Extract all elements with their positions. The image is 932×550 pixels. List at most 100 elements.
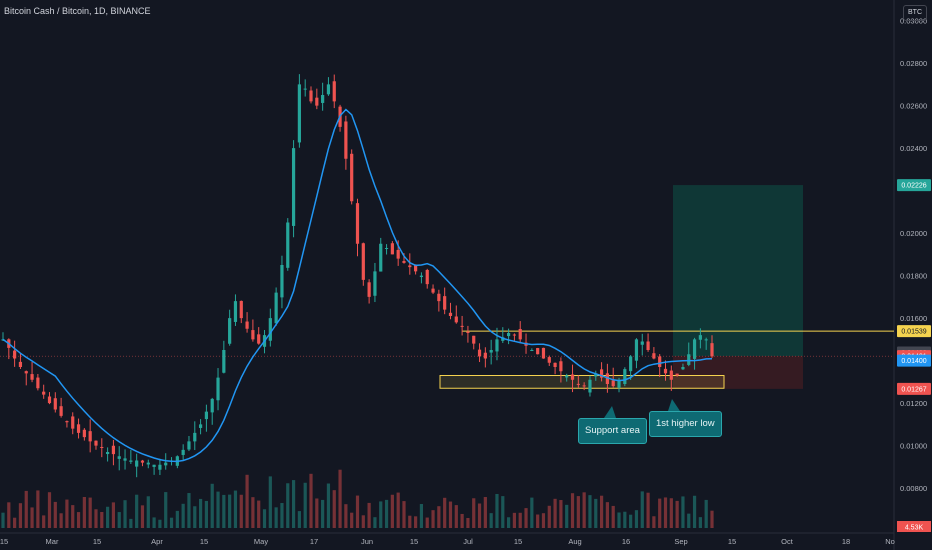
- volume-bar: [315, 498, 319, 528]
- candle-body: [466, 331, 470, 333]
- candle-body: [663, 368, 668, 374]
- candle-body: [344, 121, 348, 159]
- volume-bar: [454, 505, 458, 528]
- volume-bar: [338, 469, 342, 528]
- candle-body: [42, 391, 46, 395]
- candle-body: [123, 458, 127, 461]
- candle-body: [617, 379, 621, 388]
- candle-body: [204, 411, 209, 420]
- volume-bar: [274, 507, 278, 528]
- candle-body: [59, 406, 63, 416]
- volume-bar: [559, 500, 563, 528]
- candle-body: [88, 431, 92, 442]
- volume-bar: [13, 517, 17, 528]
- candle-body: [245, 321, 249, 329]
- candle-body: [117, 456, 121, 459]
- volume-bar: [623, 511, 627, 528]
- volume-bar: [384, 499, 389, 528]
- candle-body: [140, 460, 145, 463]
- volume-bar: [530, 497, 534, 528]
- volume-bar: [344, 504, 348, 528]
- volume-bars: [1, 469, 714, 528]
- candle-body: [710, 343, 714, 357]
- candle-body: [402, 261, 406, 263]
- candle-body: [443, 296, 447, 310]
- volume-bar: [390, 494, 394, 528]
- chart-title: Bitcoin Cash / Bitcoin, 1D, BINANCE: [4, 6, 151, 16]
- candle-body: [512, 334, 517, 336]
- price-tag: [897, 354, 931, 367]
- volume-bar: [181, 503, 185, 528]
- volume-bar: [257, 500, 261, 528]
- volume-tag: [897, 521, 931, 532]
- volume-bar: [466, 517, 470, 528]
- candle-body: [576, 383, 580, 385]
- candle-body: [216, 377, 220, 401]
- candle-body: [30, 374, 34, 380]
- candle-body: [431, 288, 435, 293]
- x-tick-label: 15: [514, 537, 522, 546]
- price-tag-label: 0.02226: [901, 183, 926, 190]
- volume-bar: [553, 498, 557, 528]
- volume-bar: [640, 491, 644, 528]
- volume-bar: [1, 512, 5, 528]
- volume-bar: [297, 511, 301, 528]
- volume-bar: [379, 501, 383, 528]
- volume-bar: [210, 483, 214, 528]
- time-axis: 15 Mar 15 Apr 15 May 17 Jun 15 Jul 15 Aug 16 Sep 15 Oct…: [0, 537, 895, 546]
- candle-body: [129, 460, 133, 462]
- candle-body: [65, 421, 69, 423]
- volume-bar: [611, 505, 615, 528]
- candle-body: [350, 153, 354, 202]
- candle-body: [158, 464, 162, 470]
- volume-bar: [629, 514, 633, 528]
- volume-bar: [7, 502, 11, 528]
- y-tick-label: 0.03000: [900, 17, 927, 26]
- moving-average-line: [2, 108, 713, 463]
- x-tick-label: Apr: [151, 537, 163, 546]
- volume-bar: [30, 507, 34, 528]
- price-axis: 0.03000 0.02800 0.02600 0.02400 0.02000 0.018…: [900, 17, 927, 494]
- volume-bar: [332, 490, 336, 528]
- candle-body: [460, 325, 464, 327]
- volume-bar: [135, 494, 139, 528]
- volume-bar: [158, 519, 162, 528]
- candle-body: [228, 318, 232, 344]
- candle-body: [82, 429, 86, 438]
- volume-bar: [291, 480, 296, 528]
- volume-bar: [71, 505, 75, 528]
- candle-body: [559, 361, 563, 372]
- price-tag-label: 0.01400: [901, 358, 926, 365]
- candle-body: [36, 377, 40, 389]
- candle-body: [396, 249, 400, 259]
- candle-body: [286, 222, 290, 268]
- volume-bar: [123, 500, 127, 528]
- volume-bar: [477, 503, 482, 528]
- candle-body: [408, 265, 412, 268]
- currency-badge[interactable]: BTC: [903, 5, 927, 21]
- candle-body: [332, 81, 336, 102]
- volume-bar: [233, 490, 238, 528]
- candle-body: [640, 341, 644, 345]
- volume-bar: [512, 512, 517, 528]
- candle-body: [489, 350, 493, 353]
- candle-body: [361, 243, 365, 280]
- x-tick-label: 17: [310, 537, 318, 546]
- volume-bar: [687, 513, 691, 528]
- volume-bar: [42, 515, 46, 528]
- candle-body: [111, 445, 116, 455]
- candle-body: [414, 264, 418, 272]
- volume-bar: [576, 496, 580, 528]
- candle-body: [53, 398, 57, 410]
- candle-body: [594, 373, 598, 377]
- volume-bar: [245, 474, 249, 528]
- candle-body: [483, 352, 487, 359]
- volume-bar: [129, 518, 133, 528]
- volume-bar: [198, 498, 203, 528]
- candle-body: [692, 339, 697, 359]
- volume-bar: [193, 506, 197, 528]
- volume-bar: [350, 512, 354, 528]
- candle-body: [454, 316, 458, 323]
- volume-bar: [76, 512, 81, 528]
